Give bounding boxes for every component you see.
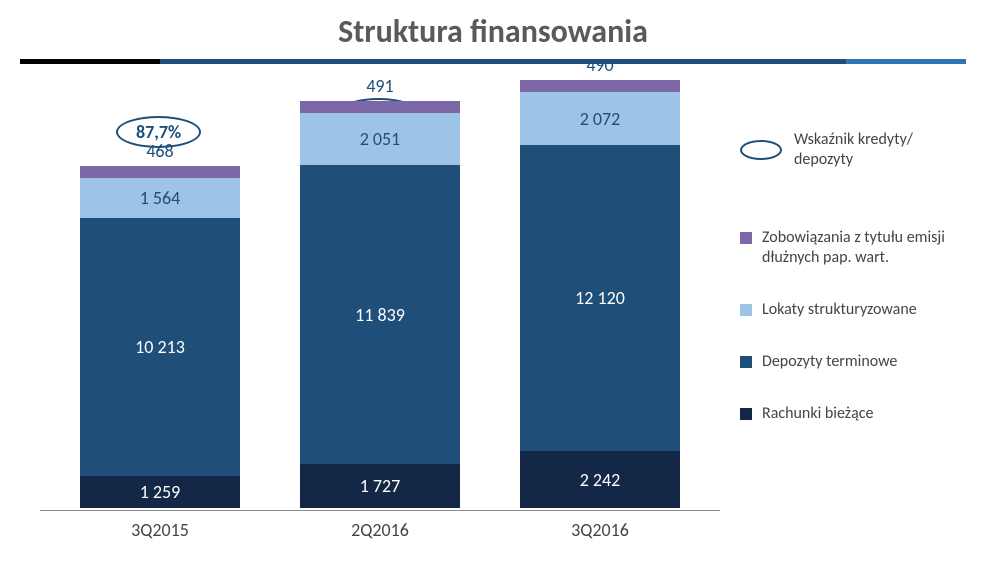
bar-seg-zobowiazania: 490 — [520, 80, 680, 92]
bar-seg-rachunki: 1 727 — [300, 464, 460, 508]
x-tick-label: 3Q2016 — [520, 519, 680, 541]
bar-seg-rachunki: 1 259 — [80, 476, 240, 508]
bar-top-value: 468 — [80, 140, 240, 162]
x-axis: 3Q2015 2Q2016 3Q2016 — [40, 510, 720, 550]
legend-swatch — [740, 408, 752, 420]
bar-group: 4681 56410 2131 259 — [80, 166, 240, 508]
legend-bubble-label: Wskaźnik kredyty/ depozyty — [794, 130, 970, 170]
bar-seg-zobowiazania: 468 — [80, 166, 240, 178]
bar-seg-depozyty: 11 839 — [300, 165, 460, 464]
bar-group: 4912 05111 8391 727 — [300, 101, 460, 508]
bar-seg-rachunki: 2 242 — [520, 451, 680, 508]
plot-region: 87,7%4681 56410 2131 25985,9%4912 05111 … — [40, 78, 720, 508]
legend-label: Zobowiązania z tytułu emisji dłużnych pa… — [762, 228, 970, 268]
x-tick-label: 3Q2015 — [80, 519, 240, 541]
bar-top-value: 491 — [300, 75, 460, 97]
bar-group: 4902 07212 1202 242 — [520, 80, 680, 508]
legend-item: Lokaty strukturyzowane — [740, 300, 970, 320]
bar-seg-depozyty: 10 213 — [80, 218, 240, 476]
bar-seg-lokaty: 1 564 — [80, 178, 240, 218]
legend-swatch — [740, 232, 752, 244]
legend-item: Rachunki bieżące — [740, 404, 970, 424]
underline-blue — [846, 59, 966, 64]
bar-seg-lokaty: 2 051 — [300, 113, 460, 165]
underline-black — [20, 59, 160, 64]
legend-bubble-icon — [740, 140, 782, 160]
legend-label: Rachunki bieżące — [762, 404, 874, 424]
legend-item: Zobowiązania z tytułu emisji dłużnych pa… — [740, 228, 970, 268]
bar-seg-depozyty: 12 120 — [520, 145, 680, 452]
bar-seg-zobowiazania: 491 — [300, 101, 460, 113]
legend-swatch — [740, 356, 752, 368]
chart-area: 87,7%4681 56410 2131 25985,9%4912 05111 … — [40, 78, 720, 568]
title-underline — [0, 59, 986, 67]
legend-bubble-row: Wskaźnik kredyty/ depozyty — [740, 130, 970, 170]
bar-seg-lokaty: 2 072 — [520, 92, 680, 144]
legend-label: Depozyty terminowe — [762, 352, 897, 372]
legend: Wskaźnik kredyty/ depozyty Zobowiązania … — [740, 130, 970, 456]
bar-top-value: 490 — [520, 54, 680, 76]
legend-label: Lokaty strukturyzowane — [762, 300, 917, 320]
x-tick-label: 2Q2016 — [300, 519, 460, 541]
legend-item: Depozyty terminowe — [740, 352, 970, 372]
chart-title: Struktura finansowania — [0, 0, 986, 59]
legend-swatch — [740, 304, 752, 316]
